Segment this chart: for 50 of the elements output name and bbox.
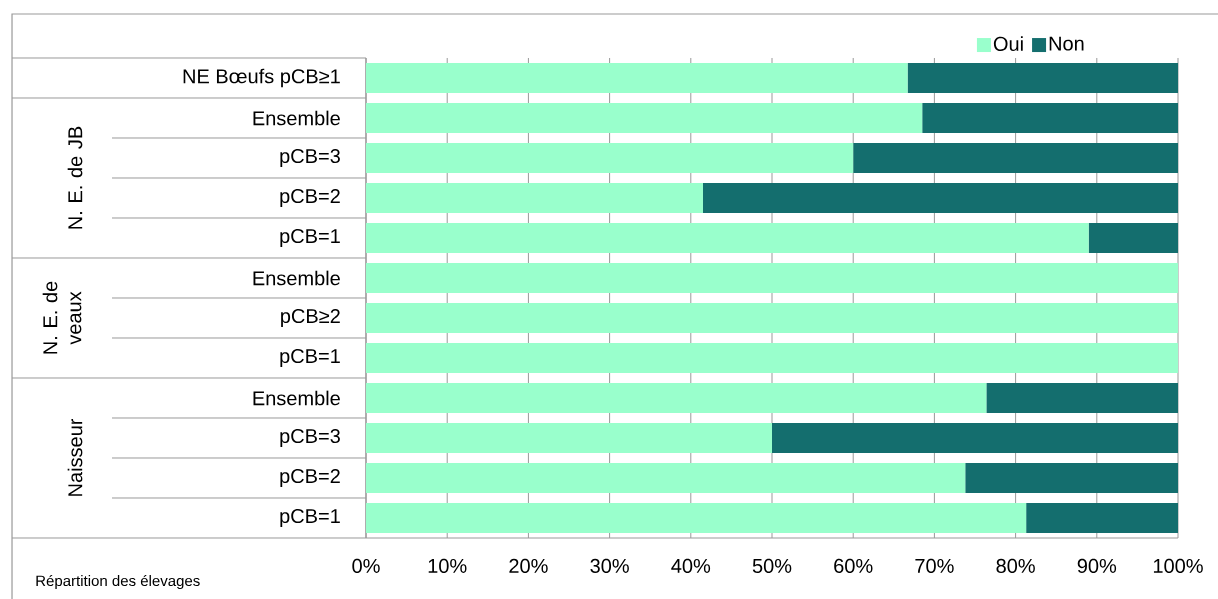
y-tick-label: Ensemble — [253, 110, 340, 126]
text: Répartition des élevages — [36, 574, 200, 590]
bar — [366, 142, 854, 173]
bar — [907, 62, 1178, 93]
bar — [366, 62, 908, 93]
bar — [1088, 222, 1178, 253]
x-tick-label: 10% — [428, 558, 467, 573]
x-tick-label: 60% — [834, 558, 873, 573]
bar — [366, 342, 1178, 373]
y-tick-label: pCB=3 — [280, 428, 340, 448]
x-tick-label: 100% — [1153, 558, 1203, 573]
bar — [366, 422, 773, 453]
bar — [965, 462, 1178, 493]
legend-label: Non — [1049, 36, 1084, 51]
x-tick-label: 0% — [352, 558, 380, 573]
bar — [772, 422, 1178, 453]
y-tick-label: pCB≥2 — [281, 308, 340, 328]
x-tick-label: 80% — [996, 558, 1035, 573]
y-tick-label: pCB=1 — [280, 508, 340, 528]
text: Naisseur — [67, 418, 83, 496]
bar — [366, 262, 1178, 293]
y-tick-label: Ensemble — [253, 390, 340, 406]
x-tick-label: 70% — [915, 558, 954, 573]
bar — [366, 182, 703, 213]
y-tick-label: pCB=1 — [280, 228, 340, 248]
y-tick-label: pCB=2 — [280, 188, 340, 208]
x-tick-label: 20% — [509, 558, 548, 573]
x-tick-label: 30% — [590, 558, 629, 573]
y-tick-label: pCB=2 — [280, 468, 340, 488]
bar — [366, 502, 1027, 533]
bar — [853, 142, 1178, 173]
y-tick-label: Ensemble — [253, 270, 340, 286]
x-tick-label: 50% — [752, 558, 792, 573]
bar — [1026, 502, 1178, 533]
bar — [702, 182, 1178, 213]
text: N. E. de JB — [67, 126, 83, 229]
bar — [922, 102, 1178, 133]
bar — [366, 382, 987, 413]
y-tick-label: pCB=1 — [280, 348, 340, 368]
bar — [366, 462, 966, 493]
y-tick-label: NE Bœufs pCB≥1 — [183, 68, 340, 88]
bar — [366, 302, 1178, 333]
bar — [986, 382, 1178, 413]
legend-label: Oui — [993, 36, 1023, 51]
text: N. E. de veaux — [42, 281, 82, 354]
bar — [366, 102, 923, 133]
x-tick-label: 90% — [1077, 558, 1117, 573]
bar — [366, 222, 1089, 253]
x-tick-label: 40% — [671, 558, 711, 573]
y-tick-label: pCB=3 — [280, 148, 340, 168]
